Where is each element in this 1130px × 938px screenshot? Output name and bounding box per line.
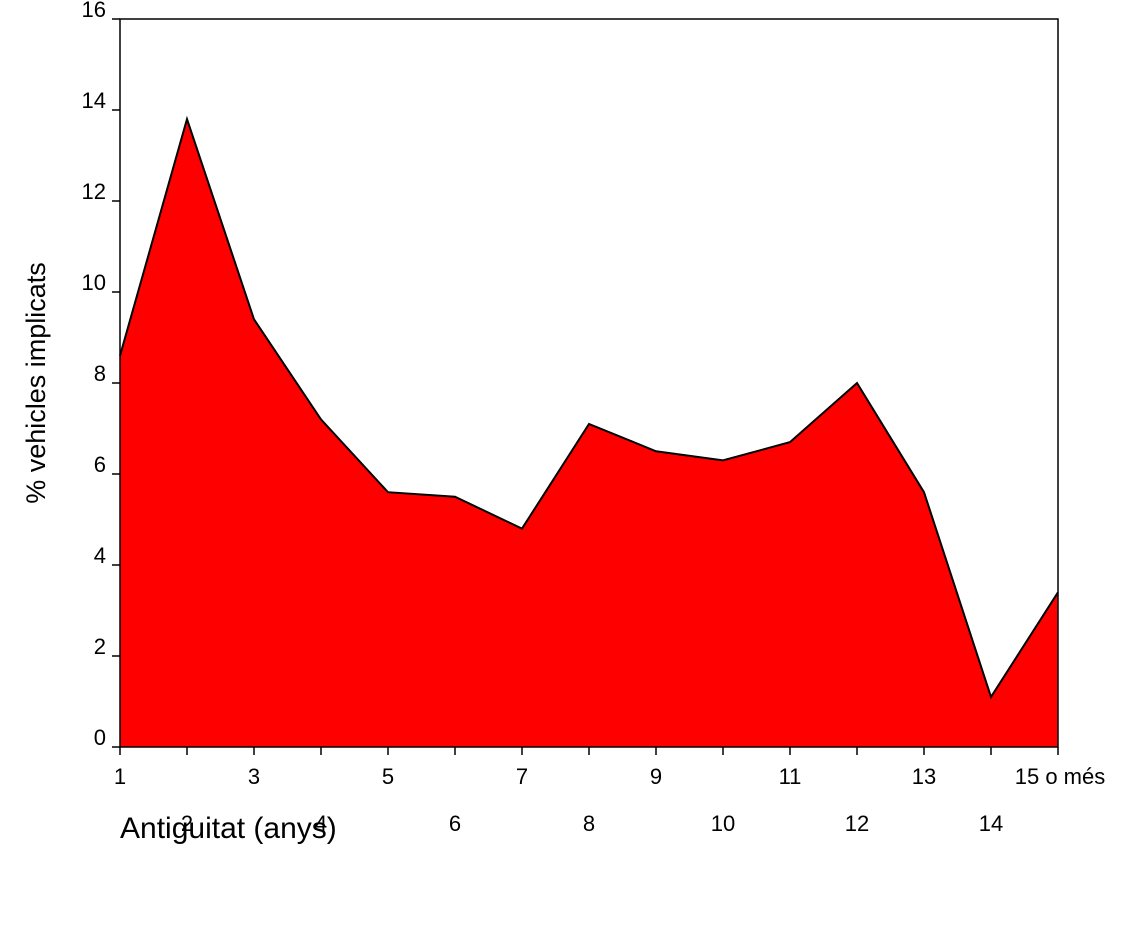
y-axis-label: % vehicles implicats [21,262,51,504]
x-axis-label: Antiguitat (anys) [120,812,337,845]
y-tick-label: 14 [82,88,106,113]
y-tick-label: 2 [94,634,106,659]
y-tick-label: 10 [82,270,106,295]
y-tick-label: 4 [94,543,106,568]
x-tick-label: 12 [845,811,869,836]
x-tick-label: 3 [248,764,260,789]
x-tick-label: 11 [779,764,802,789]
y-tick-label: 6 [94,452,106,477]
area [120,119,1058,748]
y-tick-label: 8 [94,361,106,386]
y-tick-label: 12 [82,179,106,204]
x-tick-label: 2 [181,811,193,836]
x-tick-label: 10 [711,811,735,836]
x-tick-label: 6 [449,811,461,836]
x-tick-label: 8 [583,811,595,836]
y-tick-label: 16 [82,0,106,22]
y-tick-label: 0 [94,725,106,750]
x-tick-label: 5 [382,764,394,789]
x-tick-label: 13 [912,764,936,789]
x-tick-label: 14 [979,811,1003,836]
x-tick-label: 7 [516,764,528,789]
area-outline [119,115,1059,700]
x-tick-label: 4 [315,811,327,836]
x-tick-label: 1 [114,764,126,789]
x-tick-label: 9 [650,764,662,789]
x-tick-label: 15 o més [1015,764,1106,789]
